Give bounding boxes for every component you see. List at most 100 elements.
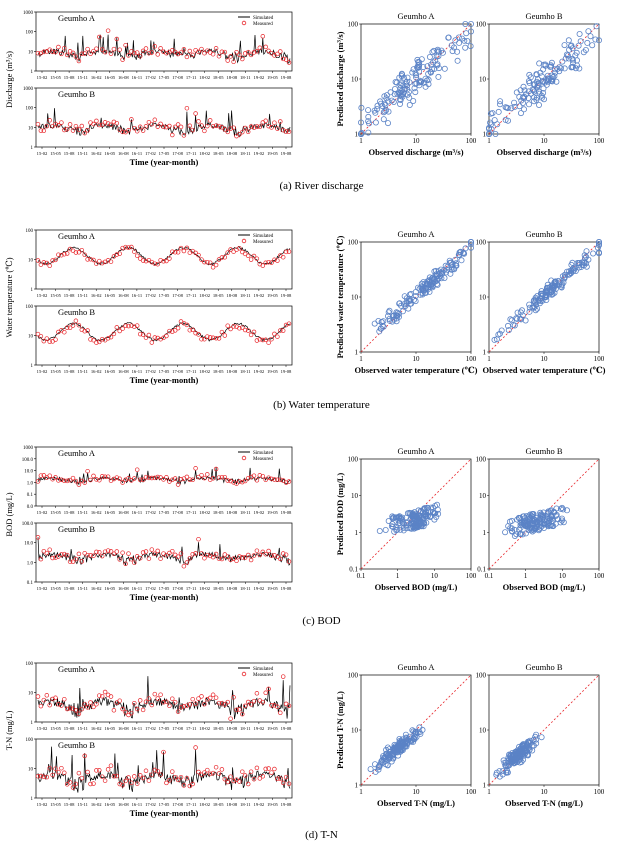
ts-xtick-label: 19-05 — [267, 802, 278, 807]
scatter-point — [515, 514, 522, 521]
ts-measured-point — [62, 45, 67, 51]
ts-measured-point — [140, 128, 146, 133]
ts-measured-point — [237, 245, 242, 251]
ts-xtick-label: 17-08 — [172, 510, 183, 515]
ts-measured-point — [137, 555, 143, 561]
scatter-point — [406, 79, 413, 86]
ts-measured-point — [105, 474, 111, 479]
scatter-point — [559, 515, 566, 522]
ts-measured-point — [35, 331, 41, 337]
scatter-point — [454, 48, 461, 55]
ts-xtick-label: 16-11 — [132, 510, 143, 515]
ts-measured-point — [248, 557, 254, 563]
ts-measured-point — [193, 250, 198, 256]
ts-ytick-label: 1.0 — [27, 481, 34, 486]
scatter-point — [467, 238, 474, 245]
ts-measured-point — [266, 686, 271, 692]
ts-xtick-label: 15-08 — [64, 75, 75, 80]
ts-measured-point — [225, 323, 230, 328]
ts-measured-point — [181, 783, 187, 788]
ts-measured-point — [260, 473, 266, 479]
scatter-xtick-label: 1 — [487, 355, 491, 363]
scatter-point — [435, 73, 442, 80]
ts-measured-point — [67, 706, 73, 711]
ts-simulated-line — [37, 537, 291, 566]
scatter-point — [411, 85, 418, 92]
ts-measured-point — [59, 252, 64, 258]
ts-measured-point — [99, 122, 105, 128]
ts-xtick-label: 16-05 — [104, 151, 115, 156]
ts-measured-point — [85, 328, 90, 333]
scatter-point — [519, 94, 526, 101]
scatter-point — [413, 74, 420, 81]
scatter-point — [365, 113, 372, 120]
scatter-point — [467, 244, 474, 251]
scatter-point — [396, 101, 403, 108]
scatter-point — [577, 38, 584, 45]
scatter-xtick-label: 1 — [359, 137, 363, 145]
ts-measured-point — [272, 477, 277, 482]
scatter-point — [358, 104, 365, 111]
ts-measured-point — [213, 262, 219, 268]
ts-measured-point — [242, 703, 248, 709]
ts-xtick-label: 19-05 — [267, 369, 278, 374]
legend-measured-label: Measured — [253, 457, 273, 462]
ts-measured-point — [88, 553, 93, 558]
one-to-one-line — [360, 23, 472, 135]
scatter-point — [537, 298, 544, 305]
scatter-point — [411, 733, 418, 740]
scatter-xtick-label: 0.1 — [357, 572, 366, 580]
ts-measured-point — [184, 560, 190, 565]
ts-measured-point — [266, 548, 271, 554]
ts-measured-point — [47, 47, 52, 52]
scatter-xtick-label: 100 — [466, 572, 477, 580]
ts-measured-point — [56, 702, 61, 707]
ts-measured-point — [263, 118, 268, 124]
ts-measured-point — [234, 707, 239, 713]
ts-measured-point — [196, 536, 201, 542]
ts-xtick-label: 17-11 — [186, 369, 197, 374]
ts-xtick-label: 15-02 — [37, 802, 48, 807]
ts-measured-point — [134, 467, 140, 472]
ts-measured-point — [242, 555, 248, 560]
ts-measured-point — [123, 323, 128, 329]
ts-measured-point — [132, 774, 137, 779]
ts-measured-point — [76, 551, 82, 557]
scatter-point — [596, 249, 603, 256]
scatter-point — [461, 37, 468, 44]
ts-measured-point — [286, 321, 292, 326]
ts-measured-point — [178, 705, 184, 710]
scatter-point — [389, 318, 396, 325]
legend-measured-label: Measured — [253, 22, 273, 27]
ts-measured-point — [99, 693, 105, 699]
ts-ytick-label: 100 — [26, 31, 34, 36]
scatter-point — [545, 508, 552, 515]
scatter-point — [566, 46, 573, 53]
scatter-point — [543, 296, 550, 303]
ts-xlabel: Time (year-month) — [130, 375, 199, 385]
ts-measured-point — [219, 329, 225, 335]
ts-measured-point — [205, 259, 210, 265]
scatter-point — [518, 110, 525, 117]
ts-xtick-label: 16-05 — [104, 726, 115, 731]
ts-measured-point — [134, 253, 140, 258]
ts-measured-point — [94, 261, 99, 266]
ts-measured-point — [254, 691, 260, 696]
ts-measured-point — [155, 696, 160, 701]
scatter-point — [467, 43, 474, 50]
ts-measured-point — [237, 132, 242, 137]
ts-measured-point — [280, 254, 286, 260]
ts-measured-point — [175, 554, 181, 559]
scatter-point — [365, 118, 372, 125]
scatter-point — [555, 277, 562, 284]
ts-xtick-label: 15-05 — [50, 293, 61, 298]
ts-measured-point — [108, 122, 114, 128]
ts-xtick-label: 19-02 — [254, 293, 265, 298]
scatter-xtick-label: 100 — [594, 572, 605, 580]
ts-measured-point — [50, 696, 55, 702]
ts-measured-point — [263, 690, 268, 696]
ts-measured-point — [251, 473, 257, 478]
ts-measured-point — [167, 256, 172, 261]
ts-ytick-label: 1000 — [23, 87, 34, 92]
ts-xtick-label: 19-02 — [254, 802, 265, 807]
